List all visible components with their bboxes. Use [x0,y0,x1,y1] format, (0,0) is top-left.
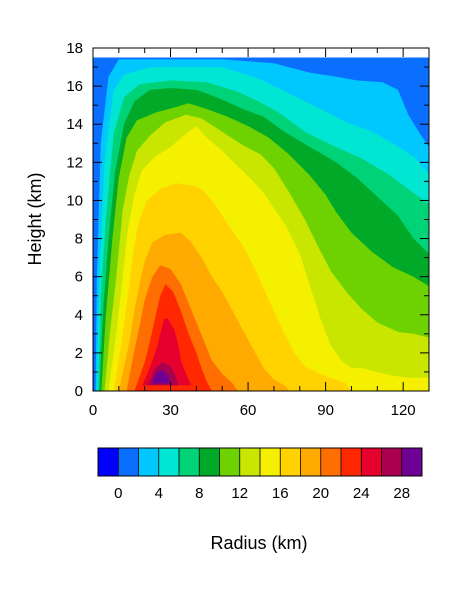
colorbar-label: 8 [195,485,203,502]
x-tick-label: 120 [391,402,416,419]
contour-region-24 [142,318,192,386]
colorbar-label: 28 [393,485,410,502]
colorbar-swatch [401,448,423,476]
colorbar-swatch [300,448,322,476]
colorbar-swatch [280,448,301,476]
colorbar-labels: 0 4 8 12 16 20 24 28 [114,485,410,502]
x-axis-title: Radius (km) [210,533,307,553]
colorbar-swatch [98,448,119,476]
colorbar-swatch [260,448,281,476]
y-tick-label: 18 [66,40,83,57]
colorbar-swatch [219,448,241,476]
colorbar-swatch [118,448,139,476]
colorbar [98,448,423,476]
contour-plot-area [93,57,429,391]
colorbar-label: 12 [231,485,248,502]
colorbar-label: 0 [114,485,122,502]
colorbar-label: 20 [312,485,329,502]
y-tick-label: 2 [75,345,83,362]
colorbar-swatch [199,448,220,476]
colorbar-swatch [158,448,180,476]
colorbar-label: 4 [155,485,163,502]
colorbar-frame [97,447,423,477]
y-tick-label: 4 [75,307,83,324]
y-tick-label: 10 [66,192,83,209]
axis-ticks [92,47,430,392]
y-axis-tick-labels: 0 2 4 6 8 10 12 14 16 18 [66,40,83,400]
y-tick-label: 8 [75,231,83,248]
y-tick-label: 14 [66,116,83,133]
colorbar-label: 16 [272,485,289,502]
colorbar-swatch [239,448,261,476]
y-axis-title: Height (km) [25,172,45,265]
colorbar-swatch [179,448,200,476]
x-tick-label: 60 [240,402,257,419]
colorbar-swatch [361,448,382,476]
x-tick-label: 0 [89,402,97,419]
x-axis-tick-labels: 0 30 60 90 120 [89,402,416,419]
colorbar-swatch [320,448,342,476]
y-tick-label: 12 [66,154,83,171]
y-tick-label: 0 [75,383,83,400]
y-tick-label: 16 [66,78,83,95]
colorbar-label: 24 [353,485,370,502]
x-tick-label: 90 [317,402,334,419]
colorbar-swatch [138,448,160,476]
y-tick-label: 6 [75,269,83,286]
x-tick-label: 30 [162,402,179,419]
colorbar-swatch [381,448,403,476]
contour-region-28 [152,370,171,384]
colorbar-swatch [341,448,362,476]
